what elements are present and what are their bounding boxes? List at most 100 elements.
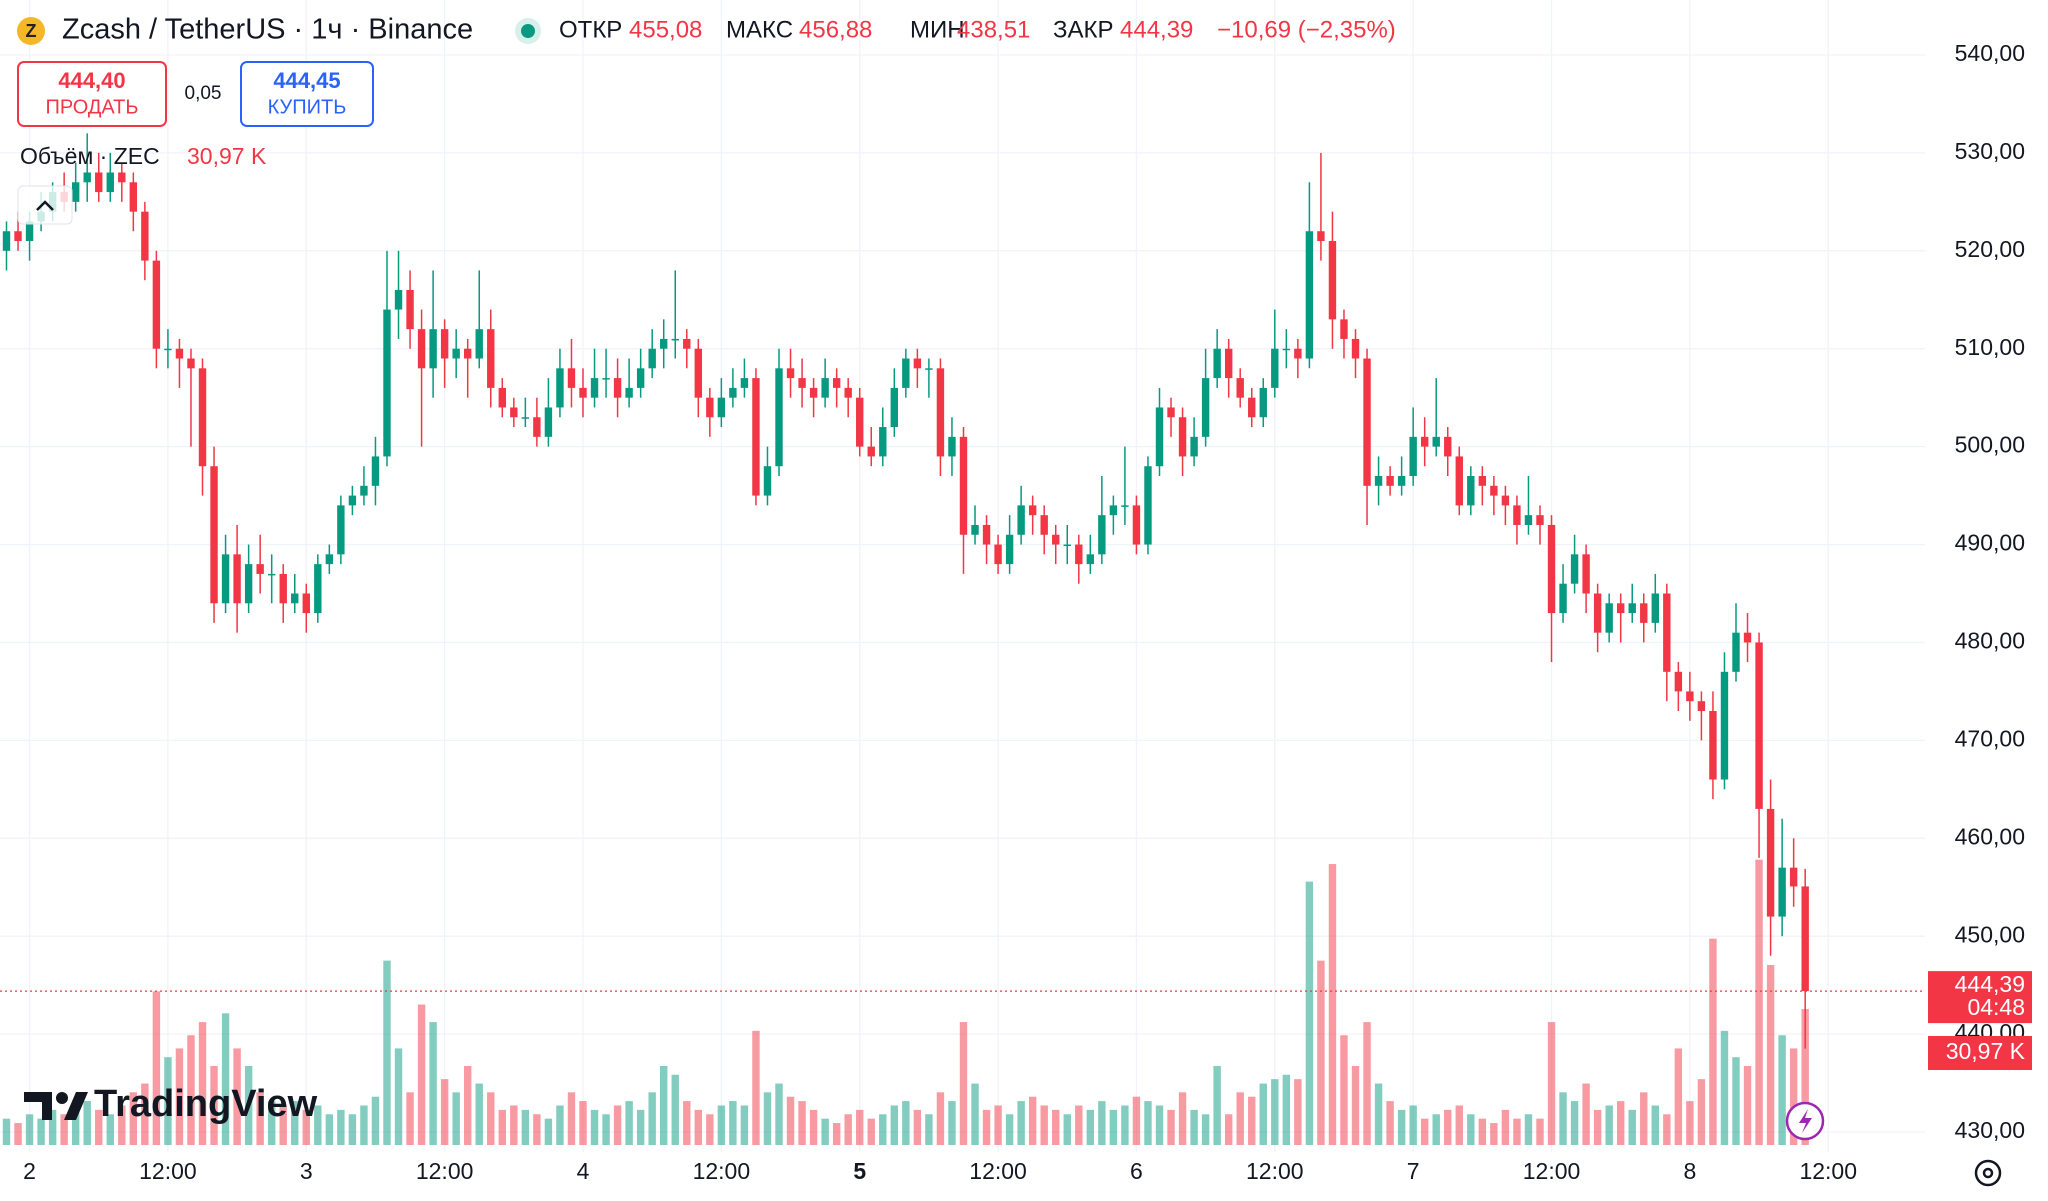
volume-bar — [118, 1105, 126, 1145]
candle-body — [1363, 358, 1371, 486]
x-tick-label: 12:00 — [416, 1158, 474, 1184]
volume-bar — [1397, 1109, 1406, 1145]
candle-body — [729, 387, 737, 398]
brand: TradingView — [94, 1083, 318, 1125]
candle-body — [717, 397, 726, 418]
volume-bar — [636, 1109, 645, 1145]
volume-bar — [1617, 1101, 1625, 1145]
brand-icon — [64, 1092, 88, 1120]
candle-body — [579, 387, 587, 398]
candle-body — [83, 172, 91, 183]
volume-bar — [233, 1048, 241, 1145]
volume-bar — [48, 1109, 57, 1145]
candle-body — [1778, 867, 1786, 917]
volume-bar — [1628, 1109, 1636, 1145]
x-tick-label: 7 — [1407, 1158, 1420, 1184]
volume-title: Объём · ZEC — [20, 143, 160, 169]
candle-body — [14, 231, 22, 242]
volume-bar — [856, 1109, 864, 1145]
candle-body — [1743, 632, 1752, 643]
candle-body — [348, 495, 357, 506]
volume-bar — [244, 1065, 253, 1145]
candle-body — [1593, 593, 1602, 633]
sell-button[interactable] — [17, 61, 167, 127]
volume-bar — [1040, 1105, 1048, 1145]
buy-button[interactable] — [240, 61, 374, 127]
volume-bar — [325, 1114, 334, 1145]
candle-body — [613, 378, 622, 398]
candle-body — [556, 368, 564, 408]
candle-body — [394, 289, 403, 310]
candle-body — [256, 564, 264, 574]
volume-bar — [1467, 1114, 1475, 1145]
volume-bar — [1282, 1074, 1291, 1145]
volume-bar — [694, 1109, 702, 1145]
candle-body — [694, 348, 702, 398]
candle-body — [1409, 436, 1417, 477]
volume-bar — [1490, 1123, 1498, 1145]
volume-bar — [152, 991, 161, 1145]
ohlc-value: 438,51 — [957, 16, 1030, 43]
x-tick-label: 12:00 — [693, 1158, 751, 1184]
volume-bar — [994, 1105, 1002, 1145]
candle-body — [1167, 407, 1175, 418]
candle-body — [1190, 436, 1198, 457]
candle-body — [1236, 378, 1244, 398]
volume-bar — [417, 1004, 426, 1145]
collapse-icon — [36, 200, 54, 211]
volume-bar — [1593, 1109, 1602, 1145]
candle-body — [1397, 476, 1406, 486]
candle-body — [1628, 603, 1636, 614]
volume-bar — [210, 1065, 218, 1145]
change: −10,69 (−2,35%) — [1217, 16, 1396, 43]
volume-bar — [14, 1123, 22, 1145]
volume-bar — [948, 1101, 956, 1145]
volume-bar — [683, 1101, 691, 1145]
brand-icon — [24, 1092, 52, 1120]
volume-bar — [1559, 1092, 1567, 1145]
candle-body — [71, 182, 80, 202]
candle-body — [1259, 387, 1267, 418]
volume-bar — [556, 1105, 564, 1145]
volume-bar — [1743, 1065, 1752, 1145]
candle-body — [856, 397, 864, 447]
candle-body — [1201, 378, 1210, 437]
candle-body — [1720, 671, 1729, 780]
volume-bar — [1167, 1109, 1175, 1145]
candle-body — [1513, 505, 1521, 525]
candle-body — [832, 378, 841, 388]
candle-body — [1501, 495, 1510, 506]
candle-body — [487, 329, 495, 388]
candle-body — [1732, 632, 1740, 672]
candle-body — [1271, 348, 1279, 388]
volume-bar — [925, 1114, 933, 1145]
candle-body — [1547, 524, 1556, 614]
brand-icon — [56, 1092, 68, 1104]
volume-bar — [1709, 938, 1717, 1145]
volume-bar — [60, 1114, 68, 1145]
volume-bar — [959, 1022, 968, 1145]
volume-bar — [752, 1030, 760, 1145]
candle-body — [786, 368, 795, 379]
volume-bar — [1455, 1105, 1463, 1145]
candle-body — [1709, 710, 1717, 780]
volume-bar — [267, 1101, 276, 1145]
volume-bar — [660, 1065, 668, 1145]
candle-body — [25, 221, 34, 242]
candle-body — [141, 211, 149, 261]
volume-bar — [1640, 1092, 1648, 1145]
settings-icon — [1982, 1167, 1994, 1179]
volume-bar — [164, 1057, 172, 1145]
collapse-button[interactable] — [17, 185, 73, 225]
candle-body — [210, 466, 218, 604]
candle-body — [763, 466, 772, 496]
candle-body — [671, 338, 679, 341]
candle-body — [1455, 456, 1463, 506]
axes: 430,00440,00450,00460,00470,00480,00490,… — [0, 40, 2032, 1184]
volume-bar — [1686, 1101, 1694, 1145]
volume-bar — [175, 1048, 184, 1145]
volume-bar — [1432, 1114, 1440, 1145]
volume-bar — [71, 1105, 80, 1145]
settings-button[interactable] — [1974, 1159, 2002, 1187]
